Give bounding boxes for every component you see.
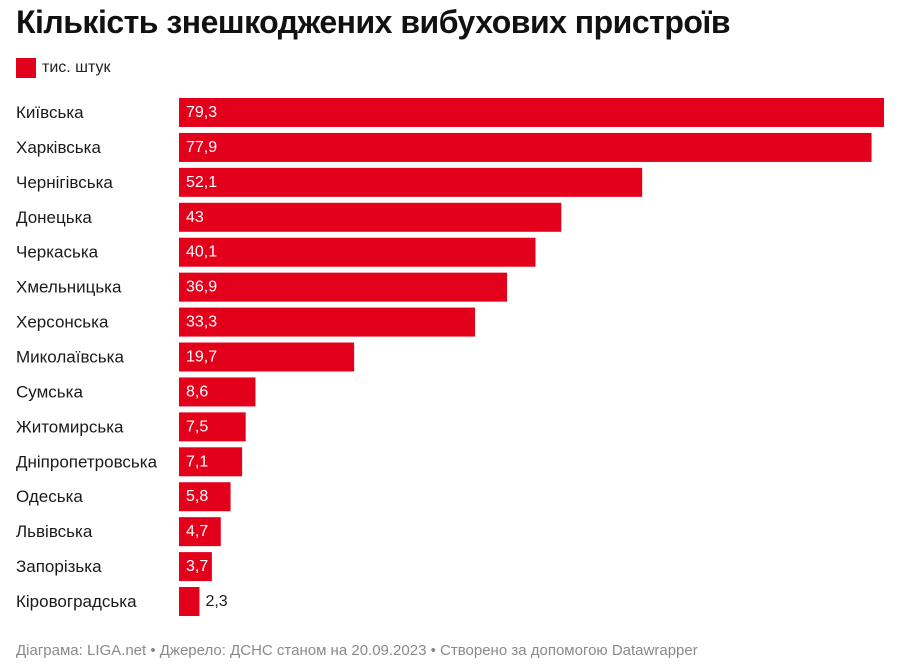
bar [179,167,643,197]
bar [179,552,212,582]
category-label: Одеська [16,487,83,506]
legend: тис. штук [16,58,111,78]
bar [179,412,246,442]
bar [179,587,200,617]
category-label: Дніпропетровська [16,452,158,471]
legend-swatch [16,58,36,78]
value-label: 3,7 [186,558,208,575]
value-label: 52,1 [186,174,217,191]
value-label: 19,7 [186,349,217,366]
value-label: 79,3 [186,104,217,121]
value-label: 36,9 [186,279,217,296]
bar-row: Кіровоградська 2,3 [16,587,228,617]
bar-row: Одеська 5,8 [16,482,231,512]
category-label: Хмельницька [16,278,122,297]
value-label: 5,8 [186,488,208,505]
chart-title: Кількість знешкоджених вибухових пристро… [16,4,731,40]
footer-credits: Діаграма: LIGA.net • Джерело: ДСНС стано… [16,642,698,659]
bar [179,342,355,372]
bar-row: Запорізька 3,7 [16,552,212,582]
bar [179,517,221,547]
category-label: Житомирська [16,417,124,436]
bar [179,482,231,512]
value-label: 2,3 [205,593,227,610]
category-label: Чернігівська [16,173,113,192]
category-label: Миколаївська [16,348,124,367]
category-label: Львівська [16,522,93,541]
bar-row: Житомирська 7,5 [16,412,246,442]
category-label: Київська [16,103,84,122]
bar [179,307,476,337]
value-label: 7,1 [186,453,208,470]
category-label: Кіровоградська [16,592,137,611]
category-label: Черкаська [16,243,99,262]
value-label: 43 [186,209,204,226]
category-label: Запорізька [16,557,102,576]
value-label: 33,3 [186,314,217,331]
category-label: Харківська [16,138,101,157]
bar [179,132,872,162]
bar-row: Чернігівська 52,1 [16,167,643,197]
value-label: 40,1 [186,244,217,261]
category-label: Сумська [16,382,83,401]
bar-row: Харківська 77,9 [16,132,872,162]
bar-row: Львівська 4,7 [16,517,221,547]
value-label: 77,9 [186,139,217,156]
bar-row: Черкаська 40,1 [16,237,536,267]
bar-row: Київська 79,3 [16,98,884,127]
value-label: 4,7 [186,523,208,540]
value-label: 7,5 [186,418,208,435]
category-label: Херсонська [16,313,109,332]
bar-row: Херсонська 33,3 [16,307,476,337]
bar-row: Хмельницька 36,9 [16,272,508,302]
value-label: 8,6 [186,383,208,400]
bar [179,202,562,232]
bar [179,98,884,127]
bar-row: Миколаївська 19,7 [16,342,355,372]
bar [179,377,256,407]
bar-row: Дніпропетровська 7,1 [16,447,243,477]
bar-row: Сумська 8,6 [16,377,256,407]
bar-row: Донецька 43 [16,202,562,232]
bar [179,447,243,477]
legend-label: тис. штук [42,59,111,76]
category-label: Донецька [16,208,92,227]
bar [179,272,508,302]
bar [179,237,536,267]
